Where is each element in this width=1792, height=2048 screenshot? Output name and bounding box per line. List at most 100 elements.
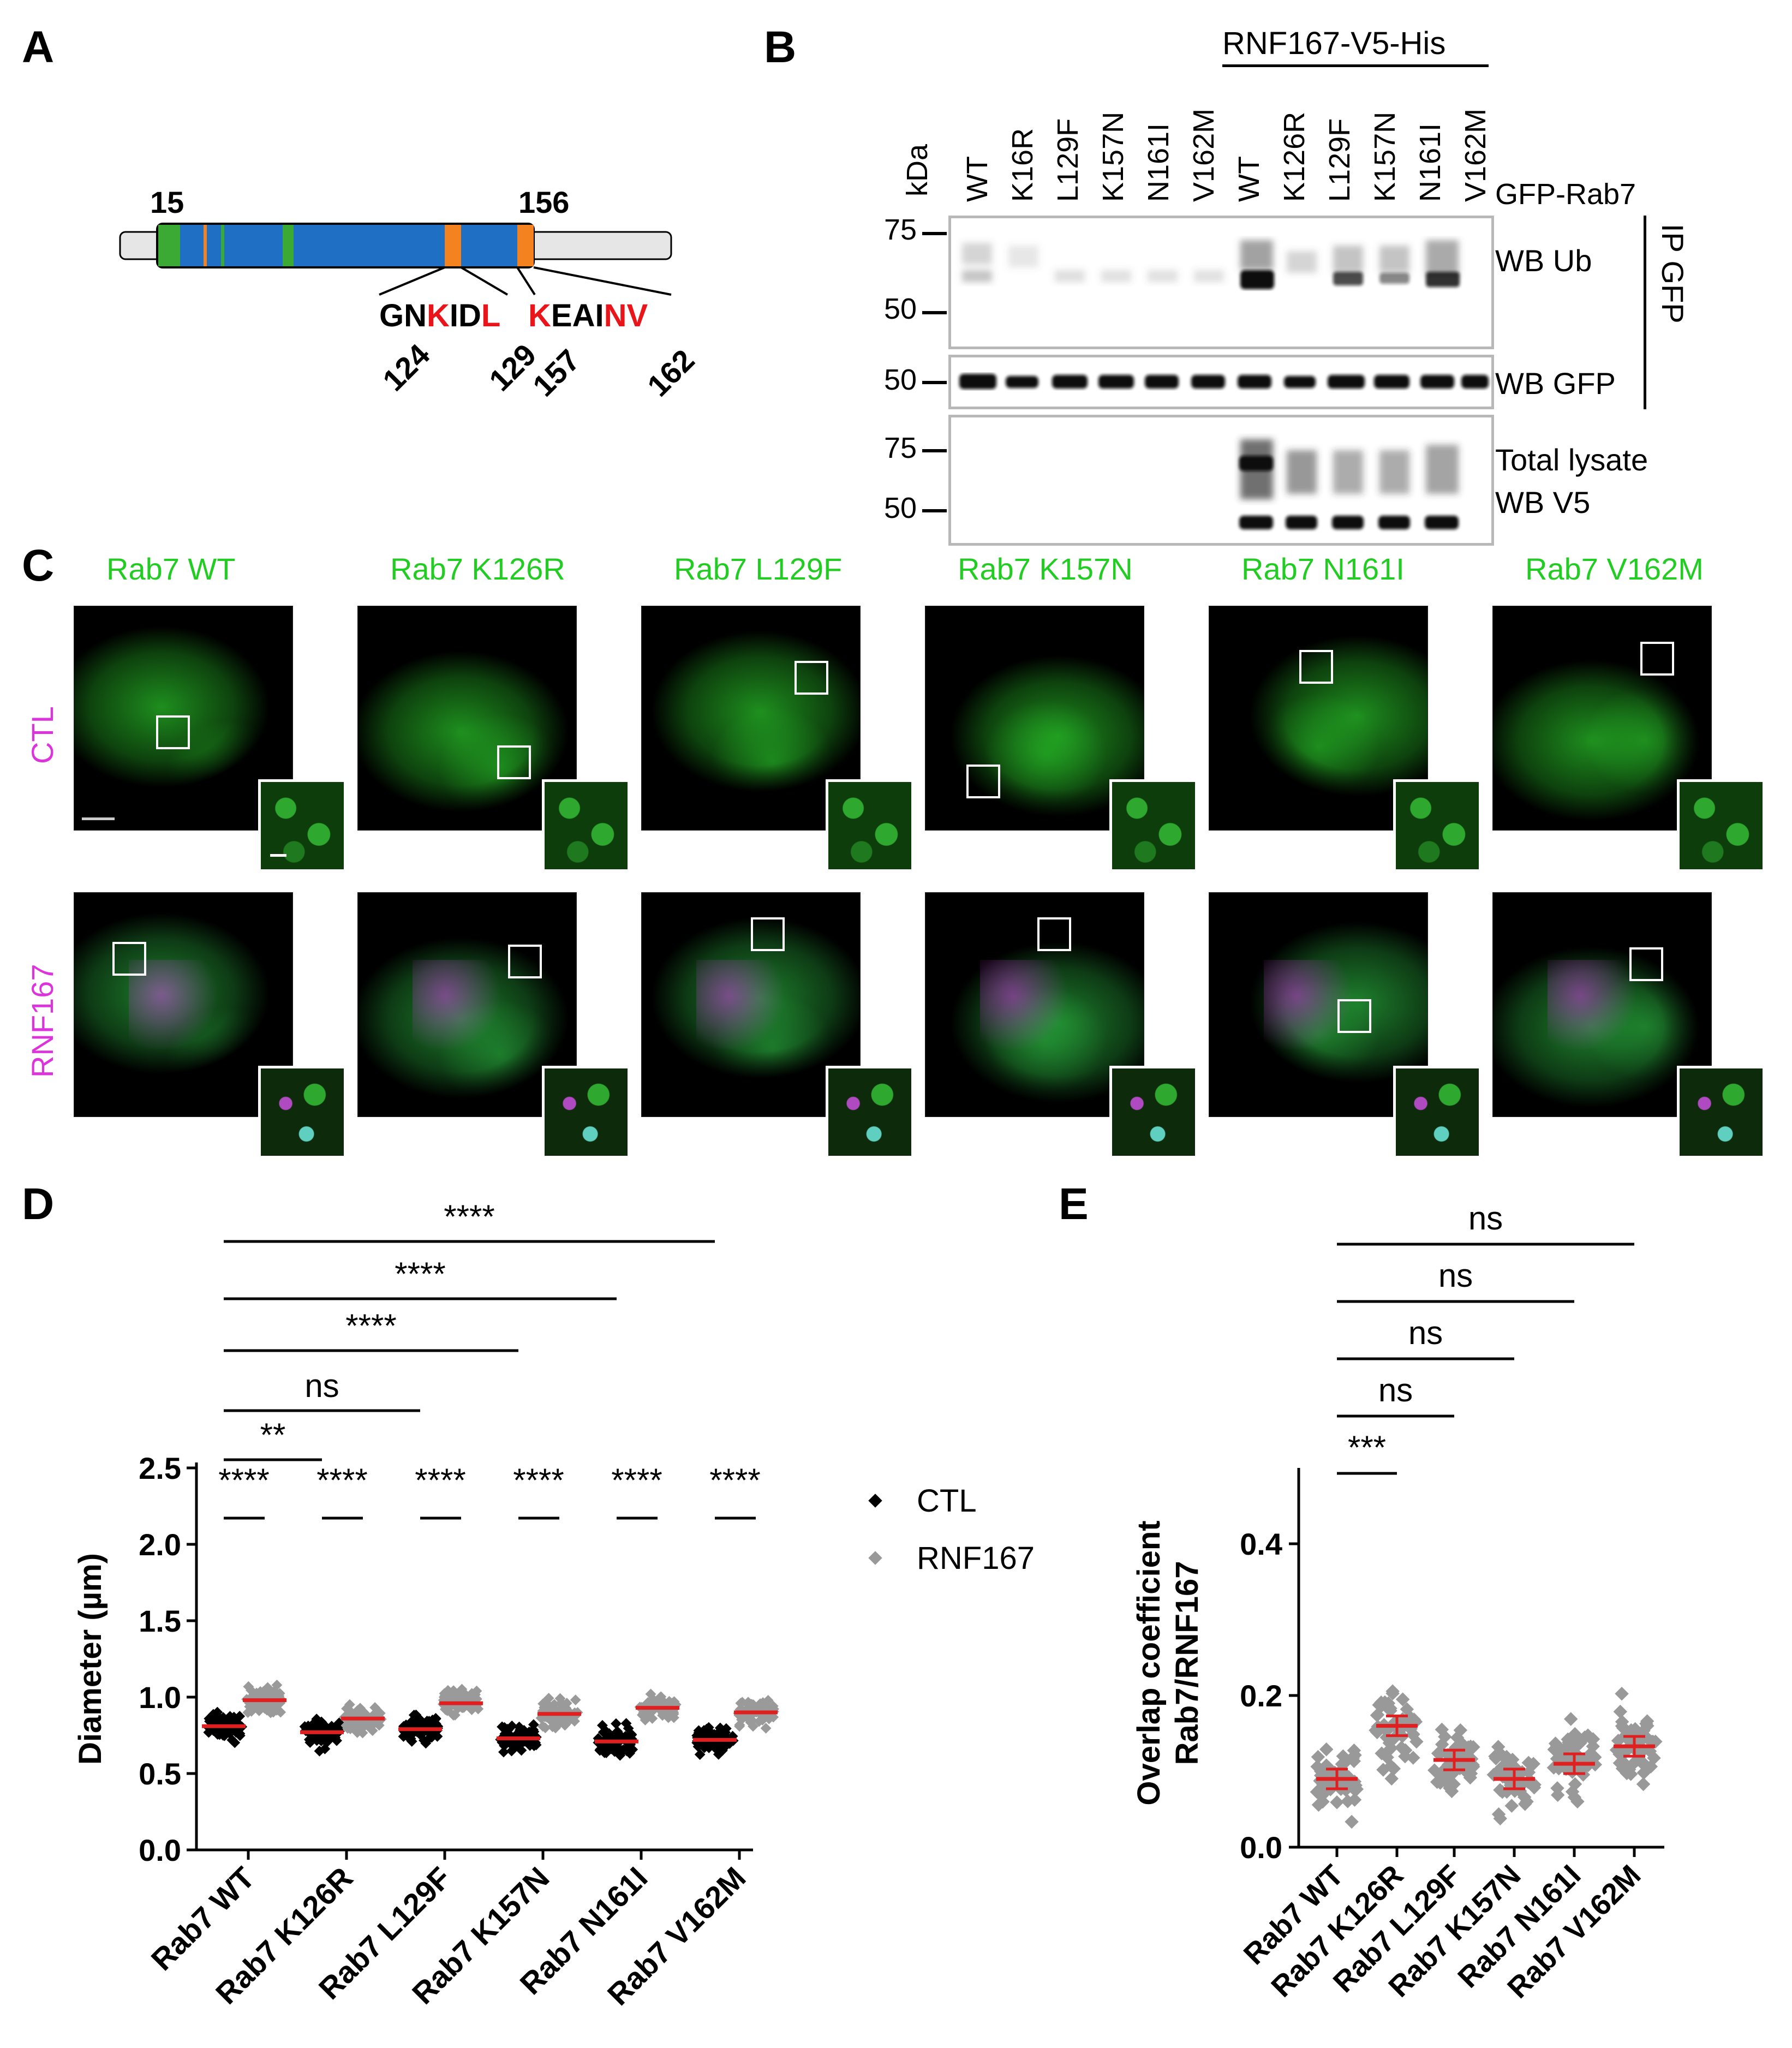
motif-residue: EAI [551,298,604,333]
rnf167-point [570,1694,581,1706]
motif-residue: L [481,298,500,333]
zoom-region-box [966,765,1000,798]
overlap-point [1349,1782,1364,1796]
mutant-column-title: Rab7 WT [106,552,236,586]
panel-b-letter: B [764,22,797,72]
zoom-inset [826,779,914,872]
blot-gfp [948,355,1494,409]
panel-d-letter: D [22,1179,55,1229]
zoom-region-box [508,945,542,978]
rnf167-point [667,1697,678,1709]
green-motif-2 [283,225,294,266]
lane-label: K126R [1278,111,1311,202]
comparison-significance: ns [1438,1257,1473,1294]
y-tick-label: 0.2 [1240,1679,1282,1713]
mutant-column-title: Rab7 K157N [958,552,1133,586]
overlap-point [1491,1740,1506,1754]
wb-ub-label: WB Ub [1495,243,1592,278]
rnf167-point [364,1720,375,1731]
overlap-point [1387,1762,1401,1776]
ctl-point [706,1728,718,1739]
motif-residue: GN [379,298,427,333]
rnf167-point [537,1721,548,1732]
start-position: 15 [150,186,184,219]
y-axis-label-1: Overlap coefficient [1131,1520,1167,1805]
blot-ub [948,216,1494,349]
overlap-point [1568,1777,1582,1792]
comparison-significance: **** [395,1256,445,1292]
rnf167-point [447,1710,459,1721]
position-157: 157 [526,343,587,403]
comparison-significance: ns [1408,1315,1443,1351]
ub-marker-75: 75 [884,213,917,246]
overlap-point [1311,1750,1325,1764]
rnf167-point [663,1712,674,1723]
end-position: 156 [518,186,569,219]
lane-label: K16R [1006,128,1039,202]
comparison-significance: *** [1348,1429,1386,1466]
legend-marker [868,1551,882,1565]
lane-label: K157N [1369,111,1401,202]
overlap-point [1504,1799,1519,1813]
v5-marker-50: 50 [884,492,917,524]
ctl-point [213,1725,225,1737]
comparison-significance: **** [444,1198,494,1235]
rnf167-point [638,1707,649,1718]
comparison-significance: ns [304,1368,339,1404]
lane-label: K157N [1097,111,1130,202]
lane-label: V162M [1459,108,1492,202]
lane-label: L129F [1052,118,1084,202]
ip-gfp-label: IP GFP [1656,224,1690,324]
rnf167-point [439,1704,451,1715]
panel-c-letter: C [22,541,55,590]
y-tick-label: 0.4 [1240,1527,1282,1561]
zoom-region-box [1629,947,1663,981]
scale-bar [82,817,115,820]
zoom-inset [258,1066,347,1159]
rnf167-point [648,1694,659,1705]
motif-residue: ID [450,298,481,333]
lane-label: WT [1233,156,1265,202]
legend-label: RNF167 [917,1541,1035,1576]
comparison-significance: ns [1378,1372,1413,1408]
pair-significance: **** [415,1462,465,1498]
overlap-point [1506,1752,1520,1767]
ctl-point [609,1746,620,1757]
lane-label: N161I [1142,123,1175,202]
zoom-inset [542,779,630,872]
orange-motif-2 [517,225,534,266]
micrograph [925,892,1144,1117]
motif-residue: K [528,298,551,333]
legend-marker [868,1494,882,1508]
comparison-significance: ns [1468,1200,1503,1237]
overlap-point [1615,1687,1629,1701]
overlap-point [1547,1742,1561,1757]
ctl-point [713,1749,724,1760]
overlap-point [1380,1750,1394,1765]
ctl-point [530,1739,542,1751]
overlap-point [1319,1742,1334,1757]
zoom-region-box [112,942,146,976]
ub-marker-50: 50 [884,292,917,325]
rnf167-bracket-label: RNF167-V5-His [1222,26,1446,61]
overlap-point [1611,1734,1626,1748]
ctl-point [311,1713,322,1725]
comparison-significance: **** [345,1307,396,1344]
micrograph [357,606,577,831]
ctl-point [234,1711,246,1722]
ctl-point [613,1731,624,1742]
lane-label: N161I [1414,123,1447,202]
rnf167-point [543,1704,554,1715]
green-line-1 [221,225,224,266]
panel-e-letter: E [1059,1179,1089,1229]
panel-a-letter: A [22,22,55,72]
mutant-column-title: Rab7 L129F [674,552,843,586]
gfp-marker-50: 50 [884,363,917,396]
micrograph [357,892,577,1117]
micrograph [1492,606,1712,831]
overlap-point [1495,1760,1509,1774]
ctl-point [611,1718,622,1729]
rnf167-point [271,1679,283,1691]
lane-label: WT [961,156,994,202]
